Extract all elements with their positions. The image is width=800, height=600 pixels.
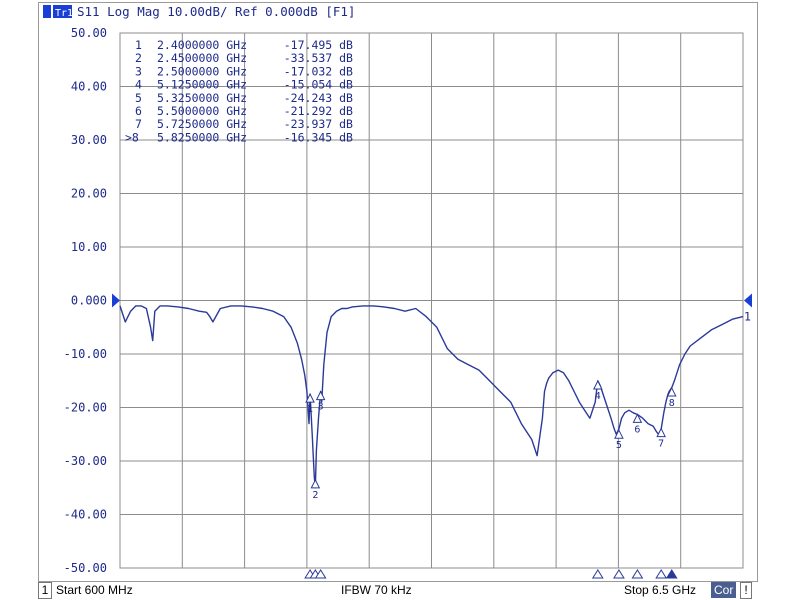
trace-marker-label: 4 [595, 391, 601, 402]
plot-grid [119, 32, 744, 569]
trace-marker-label: 2 [312, 490, 318, 501]
trace-badge-label: Tr1 [55, 8, 73, 19]
s11-trace: 1 [119, 305, 751, 489]
marker-table-frequency: 5.5000000 GHz [157, 104, 247, 118]
trace-end-label: 1 [744, 310, 751, 324]
chart-header: Tr1 S11 Log Mag 10.00dB/ Ref 0.000dB [F1… [43, 4, 355, 19]
trace-marker-label: 1 [307, 404, 313, 415]
marker-table-value: -33.537 dB [284, 51, 353, 65]
y-tick-label: 20.00 [71, 187, 107, 201]
marker-table-id: 7 [135, 117, 142, 131]
y-tick-label: -30.00 [64, 454, 107, 468]
trace-marker-label: 8 [669, 398, 675, 409]
marker-table-frequency: 5.1250000 GHz [157, 78, 247, 92]
trace-marker [310, 478, 321, 489]
marker-table: 1 2.4000000 GHz -17.495 dB 2 2.4500000 GHz -3… [125, 38, 353, 144]
y-tick-label: -40.00 [64, 508, 107, 522]
marker-table-id: 1 [135, 38, 142, 52]
active-trace-indicator [43, 5, 51, 18]
marker-table-frequency: 2.5000000 GHz [157, 64, 247, 78]
marker-table-value: -23.937 dB [284, 117, 353, 131]
marker-table-frequency: 5.3250000 GHz [157, 91, 247, 105]
marker-table-id: >8 [125, 130, 139, 144]
analyzer-display: Tr1 S11 Log Mag 10.00dB/ Ref 0.000dB [F1… [38, 2, 758, 582]
status-bar: 1 Start 600 MHz IFBW 70 kHz Stop 6.5 GHz… [38, 582, 756, 599]
warning-indicator[interactable]: ! [740, 582, 752, 599]
marker-table-id: 3 [135, 64, 142, 78]
marker-table-frequency: 5.7250000 GHz [157, 117, 247, 131]
marker-position-indicator [631, 569, 644, 579]
marker-table-value: -21.292 dB [284, 104, 353, 118]
trace-marker [593, 379, 603, 390]
y-tick-label: -50.00 [64, 561, 107, 575]
marker-position-indicator [314, 569, 327, 579]
trace-marker [666, 386, 677, 397]
trace-marker-label: 7 [658, 439, 664, 450]
marker-table-id: 6 [135, 104, 142, 118]
trace-marker [614, 429, 624, 439]
ref-level-arrow-right [744, 293, 752, 308]
marker-position-indicator [591, 569, 604, 579]
y-tick-label: 30.00 [71, 133, 107, 147]
trace-marker-label: 6 [634, 424, 640, 435]
trace-marker [315, 390, 326, 401]
channel-indicator[interactable]: 1 [38, 582, 52, 599]
trace-marker [656, 427, 666, 438]
trace-markers: 1 2 3 4 5 6 7 8 [305, 379, 677, 501]
marker-table-id: 5 [135, 91, 142, 105]
marker-table-id: 4 [135, 78, 142, 92]
marker-table-frequency: 5.8250000 GHz [157, 130, 247, 144]
marker-position-indicators [304, 569, 678, 579]
start-frequency[interactable]: Start 600 MHz [56, 583, 133, 597]
y-tick-label: 0.000 [71, 294, 107, 308]
y-tick-label: 50.00 [71, 26, 107, 40]
y-tick-label: 40.00 [71, 80, 107, 94]
marker-table-value: -24.243 dB [284, 91, 353, 105]
marker-table-value: -15.054 dB [284, 78, 353, 92]
marker-table-frequency: 2.4500000 GHz [157, 51, 247, 65]
stop-frequency[interactable]: Stop 6.5 GHz [624, 583, 697, 597]
marker-table-id: 2 [135, 51, 142, 65]
marker-table-value: -17.032 dB [284, 64, 353, 78]
trace-marker [305, 392, 315, 403]
y-tick-label: -20.00 [64, 401, 107, 415]
correction-status-badge[interactable]: Cor [711, 582, 737, 598]
marker-position-indicator [655, 569, 668, 579]
trace-line [119, 305, 744, 489]
trace-marker-label: 3 [318, 402, 324, 413]
trace-badge[interactable] [53, 5, 72, 18]
s11-chart: Tr1 S11 Log Mag 10.00dB/ Ref 0.000dB [F1… [43, 4, 752, 579]
y-tick-labels: 50.00 40.00 30.00 20.00 10.00 0.000 -10.00 -20.… [64, 26, 107, 575]
marker-table-value: -16.345 dB [284, 130, 353, 144]
marker-table-frequency: 2.4000000 GHz [157, 38, 247, 52]
chart-title: S11 Log Mag 10.00dB/ Ref 0.000dB [F1] [77, 4, 355, 19]
marker-table-value: -17.495 dB [284, 38, 353, 52]
if-bandwidth[interactable]: IFBW 70 kHz [341, 583, 412, 597]
y-tick-label: 10.00 [71, 240, 107, 254]
marker-position-indicator [665, 569, 678, 579]
marker-position-indicator [613, 569, 625, 579]
y-tick-label: -10.00 [64, 347, 107, 361]
trace-marker [632, 413, 643, 423]
reference-level-markers [112, 293, 752, 308]
ref-level-arrow-left [112, 293, 120, 308]
trace-marker-label: 5 [616, 440, 622, 451]
